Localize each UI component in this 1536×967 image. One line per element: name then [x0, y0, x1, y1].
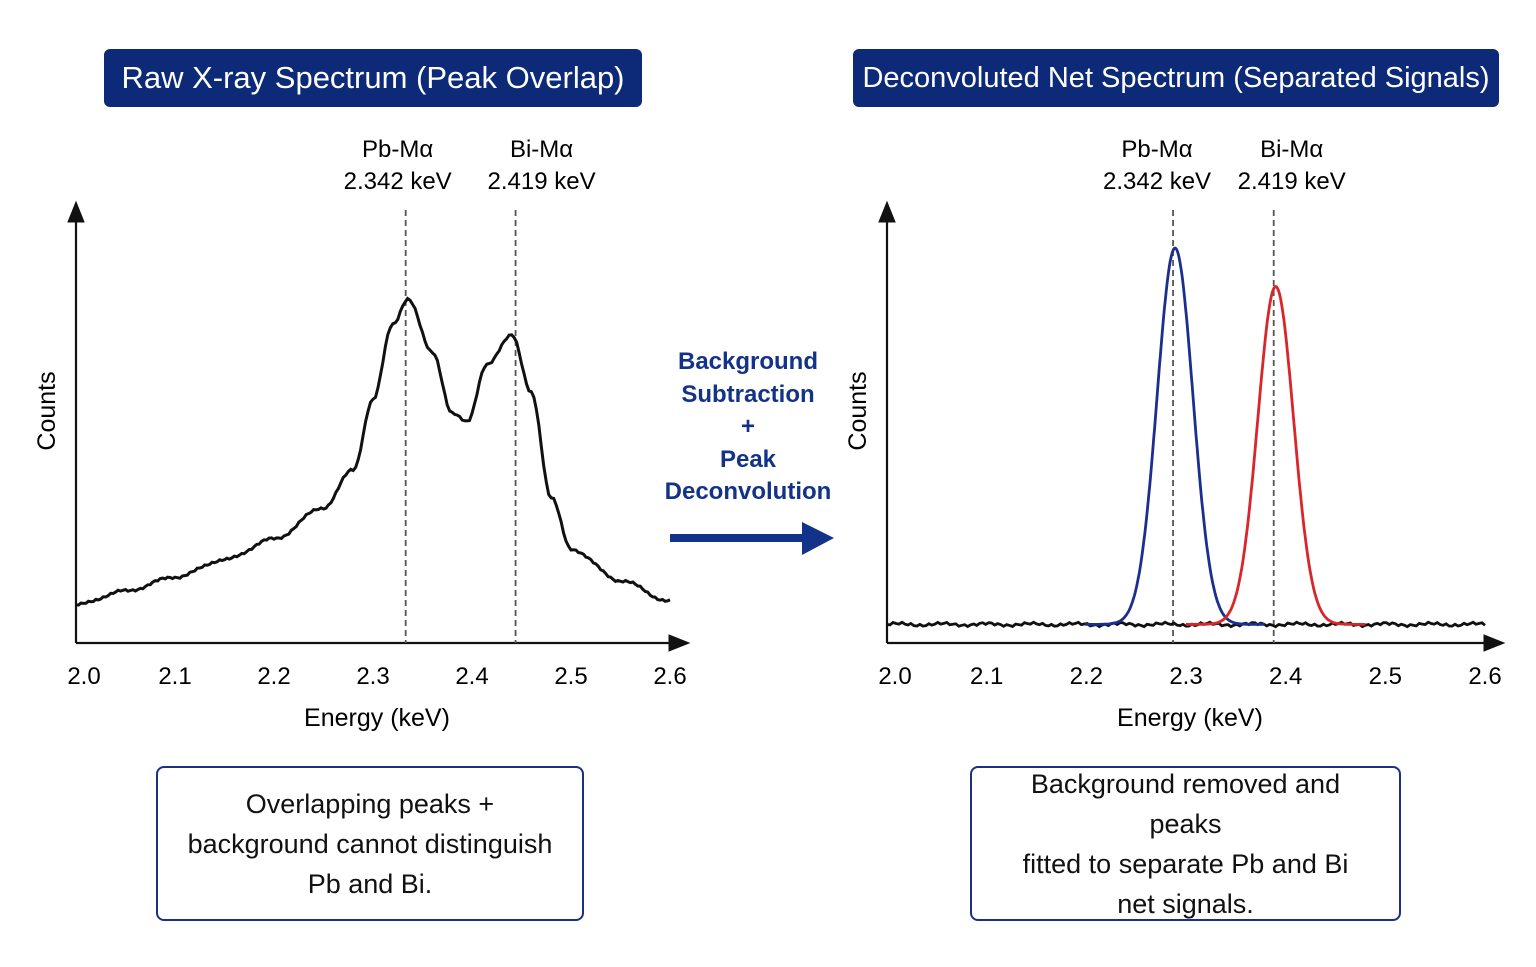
x-tick-label: 2.0 — [67, 663, 100, 690]
x-tick-label: 2.1 — [970, 663, 1003, 690]
right-caption-box: Background removed and peaks fitted to s… — [970, 766, 1401, 921]
peak-name-label: Pb-Mα — [1121, 136, 1192, 163]
bi-peak-curve — [1186, 285, 1366, 626]
peak-name-label: Bi-Mα — [1260, 136, 1323, 163]
y-axis-label: Counts — [844, 371, 872, 450]
process-line: Peak — [719, 445, 777, 473]
x-tick-label: 2.4 — [1269, 663, 1302, 690]
right-chart-title: Deconvoluted Net Spectrum (Separated Sig… — [853, 49, 1499, 107]
x-tick-label: 2.3 — [1169, 663, 1202, 690]
left-caption-line: Overlapping peaks + — [245, 788, 495, 819]
baseline-line — [886, 620, 1486, 629]
x-axis-label: Energy (keV) — [304, 704, 450, 732]
peak-energy-label: 2.342 keV — [344, 168, 452, 195]
x-tick-label: 2.2 — [1070, 663, 1103, 690]
process-line: Subtraction — [681, 380, 815, 408]
peak-name-label: Pb-Mα — [362, 136, 433, 163]
peak-energy-label: 2.419 keV — [1238, 168, 1346, 195]
left-caption-line: background cannot distinguish — [187, 828, 553, 859]
process-line: Background — [677, 348, 818, 375]
x-tick-label: 2.0 — [878, 663, 911, 690]
peak-name-label: Bi-Mα — [510, 136, 573, 163]
process-line: Deconvolution — [664, 478, 832, 505]
left-caption-line: Pb and Bi. — [307, 868, 433, 899]
right-caption-line: net signals. — [1117, 888, 1254, 919]
process-label: Background Subtraction + Peak Deconvolut… — [648, 346, 848, 509]
pb-peak-curve — [1085, 246, 1265, 626]
right-chart: 2.0 2.1 2.2 2.3 2.4 2.5 2.6 Energy (keV) Counts P… — [844, 136, 1506, 732]
raw-spectrum-line — [75, 296, 671, 607]
left-chart: 2.0 2.1 2.2 2.3 2.4 2.5 2.6 Energy (keV) Counts P… — [33, 136, 691, 732]
left-chart-title: Raw X-ray Spectrum (Peak Overlap) — [104, 49, 642, 107]
x-tick-label: 2.6 — [1468, 663, 1501, 690]
process-line: + — [740, 413, 755, 440]
x-tick-label: 2.3 — [356, 663, 389, 690]
x-tick-label: 2.1 — [158, 663, 191, 690]
peak-energy-label: 2.419 keV — [488, 168, 596, 195]
right-caption-line: Background removed and peaks — [1030, 768, 1341, 839]
peak-energy-label: 2.342 keV — [1103, 168, 1211, 195]
process-arrow-icon — [670, 522, 834, 555]
x-tick-label: 2.5 — [1369, 663, 1402, 690]
x-axis-label: Energy (keV) — [1117, 704, 1263, 732]
right-caption-line: fitted to separate Pb and Bi — [1022, 848, 1349, 879]
left-caption-box: Overlapping peaks + background cannot di… — [156, 766, 584, 921]
x-tick-label: 2.6 — [653, 663, 686, 690]
y-axis-label: Counts — [33, 371, 61, 450]
x-tick-label: 2.5 — [554, 663, 587, 690]
x-tick-label: 2.2 — [257, 663, 290, 690]
x-tick-label: 2.4 — [455, 663, 488, 690]
